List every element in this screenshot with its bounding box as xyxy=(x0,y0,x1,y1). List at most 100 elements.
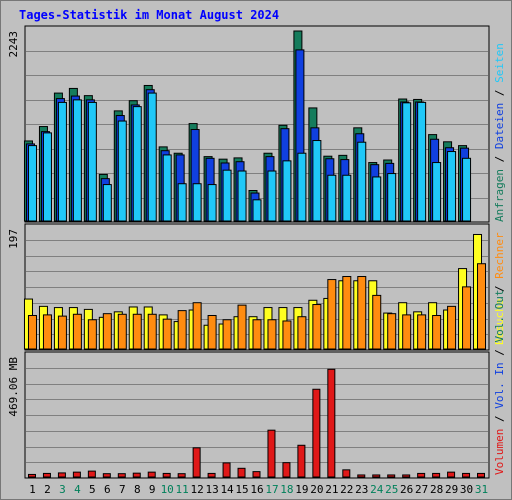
bar-rechner-day-4 xyxy=(72,313,82,350)
legend-separator: / xyxy=(493,83,506,103)
bar-seiten-day-24 xyxy=(372,176,382,222)
legend-separator: / xyxy=(493,149,506,169)
bar-rechner-day-18 xyxy=(282,320,292,350)
bar-volumen-day-3 xyxy=(57,472,66,478)
day-label-13: 13 xyxy=(205,483,218,496)
bar-seiten-day-3 xyxy=(57,101,67,222)
bar-rechner-day-21 xyxy=(327,279,337,350)
bar-volumen-day-10 xyxy=(162,472,171,478)
bar-seiten-day-7 xyxy=(117,120,127,222)
day-label-25: 25 xyxy=(385,483,398,496)
day-label-18: 18 xyxy=(280,483,293,496)
bar-seiten-day-13 xyxy=(207,184,217,222)
volume-legend: Volumen / Vol. In / Vol. Out xyxy=(493,290,506,475)
bar-seiten-day-17 xyxy=(267,170,277,222)
day-label-20: 20 xyxy=(310,483,323,496)
bar-rechner-day-14 xyxy=(222,319,232,350)
bar-rechner-day-13 xyxy=(207,314,217,350)
legend-besuche: Besuche xyxy=(493,299,506,345)
bar-seiten-day-12 xyxy=(192,183,202,222)
bar-volumen-day-8 xyxy=(132,472,141,478)
bar-rechner-day-9 xyxy=(147,313,157,350)
bar-rechner-day-24 xyxy=(372,294,382,350)
day-label-24: 24 xyxy=(370,483,384,496)
bar-volumen-day-17 xyxy=(267,429,276,478)
day-label-11: 11 xyxy=(176,483,189,496)
bar-volumen-day-26 xyxy=(402,474,411,478)
day-label-8: 8 xyxy=(134,483,141,496)
bar-rechner-day-29 xyxy=(447,305,457,350)
bar-seiten-day-10 xyxy=(162,154,172,222)
bar-seiten-day-30 xyxy=(462,157,472,222)
hits-ymax-label: 2243 xyxy=(7,31,20,58)
bar-volumen-day-25 xyxy=(387,474,396,478)
bar-seiten-day-14 xyxy=(222,169,232,222)
bar-seiten-day-27 xyxy=(417,101,427,222)
bar-rechner-day-17 xyxy=(267,319,277,350)
day-label-17: 17 xyxy=(265,483,278,496)
bar-rechner-day-19 xyxy=(297,316,307,350)
day-label-1: 1 xyxy=(29,483,36,496)
day-label-28: 28 xyxy=(430,483,443,496)
hits-legend: Anfragen / Dateien / Seiten xyxy=(493,43,506,222)
day-label-9: 9 xyxy=(149,483,156,496)
day-label-27: 27 xyxy=(415,483,428,496)
bar-rechner-day-8 xyxy=(132,313,142,350)
bar-seiten-day-21 xyxy=(327,174,337,222)
day-label-19: 19 xyxy=(295,483,308,496)
bar-seiten-day-25 xyxy=(387,173,397,222)
bar-seiten-day-8 xyxy=(132,106,142,222)
bar-volumen-day-27 xyxy=(417,472,426,478)
bar-rechner-day-3 xyxy=(57,315,67,350)
bar-rechner-day-25 xyxy=(387,313,397,350)
bar-rechner-day-11 xyxy=(177,310,187,350)
bar-seiten-day-16 xyxy=(252,199,262,222)
bar-volumen-day-21 xyxy=(327,368,336,478)
bar-rechner-day-2 xyxy=(42,314,52,350)
legend-separator: / xyxy=(493,409,506,429)
bar-volumen-day-11 xyxy=(177,473,186,478)
day-label-2: 2 xyxy=(44,483,51,496)
volume-ymax-label: 469.06 MB xyxy=(7,357,20,417)
bar-seiten-day-6 xyxy=(102,184,112,222)
legend-anfragen: Anfragen xyxy=(493,169,506,222)
day-label-6: 6 xyxy=(104,483,111,496)
day-label-10: 10 xyxy=(161,483,174,496)
bar-volumen-day-14 xyxy=(222,462,231,478)
bar-volumen-day-13 xyxy=(207,472,216,478)
day-label-31: 31 xyxy=(475,483,488,496)
bar-volumen-day-7 xyxy=(117,473,126,478)
bar-seiten-day-1 xyxy=(27,145,37,222)
day-label-26: 26 xyxy=(400,483,413,496)
day-label-22: 22 xyxy=(340,483,353,496)
day-label-7: 7 xyxy=(119,483,126,496)
day-label-15: 15 xyxy=(235,483,248,496)
bar-volumen-day-28 xyxy=(432,472,441,478)
day-label-4: 4 xyxy=(74,483,81,496)
bar-seiten-day-22 xyxy=(342,174,352,222)
bar-seiten-day-9 xyxy=(147,92,157,222)
bar-volumen-day-23 xyxy=(357,474,366,478)
day-label-29: 29 xyxy=(445,483,458,496)
legend-vol-out: Vol. Out xyxy=(493,290,506,343)
bar-volumen-day-12 xyxy=(192,447,201,478)
bar-volumen-day-2 xyxy=(42,472,51,478)
bar-rechner-day-6 xyxy=(102,313,112,350)
day-label-23: 23 xyxy=(355,483,368,496)
bar-rechner-day-31 xyxy=(477,263,487,350)
bar-rechner-day-15 xyxy=(237,304,247,350)
bar-rechner-day-27 xyxy=(417,314,427,350)
bar-rechner-day-5 xyxy=(87,319,97,350)
day-label-30: 30 xyxy=(460,483,473,496)
legend-separator: / xyxy=(493,279,506,299)
bar-rechner-day-22 xyxy=(342,276,352,350)
bar-volumen-day-24 xyxy=(372,474,381,478)
day-label-21: 21 xyxy=(325,483,338,496)
bar-volumen-day-16 xyxy=(252,471,261,478)
bar-seiten-day-11 xyxy=(177,183,187,222)
bar-rechner-day-20 xyxy=(312,304,322,350)
bar-seiten-day-20 xyxy=(312,140,322,222)
bar-volumen-day-31 xyxy=(477,472,486,478)
day-label-5: 5 xyxy=(89,483,96,496)
